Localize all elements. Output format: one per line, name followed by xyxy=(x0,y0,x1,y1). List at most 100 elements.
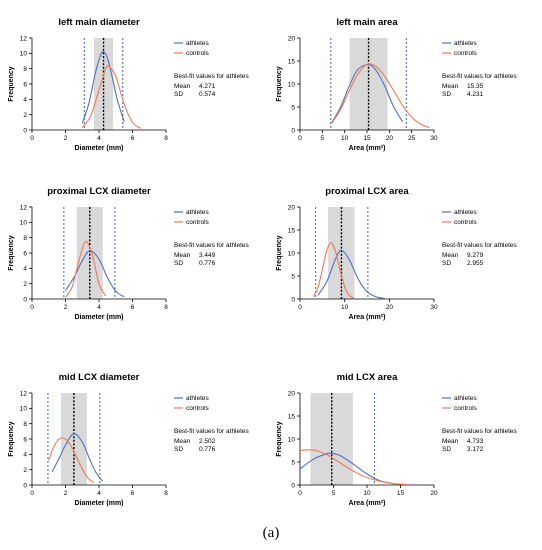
x-tick-label: 8 xyxy=(164,304,168,311)
y-tick-label: 2 xyxy=(23,281,27,288)
x-axis-title: Diameter (mm) xyxy=(74,145,123,152)
legend-label: controls xyxy=(186,405,210,412)
x-tick-label: 0 xyxy=(298,304,302,311)
series-line-athletes xyxy=(299,452,394,485)
y-tick-label: 0 xyxy=(291,127,295,134)
y-axis-title: Frequency xyxy=(276,66,283,102)
best-fit-value: 15.35 xyxy=(467,83,484,90)
x-tick-label: 30 xyxy=(430,304,438,311)
series-line-controls xyxy=(299,449,408,486)
best-fit-heading: Best-fit values for athletes xyxy=(174,73,250,80)
x-tick-label: 25 xyxy=(408,135,416,142)
y-tick-label: 20 xyxy=(288,204,296,211)
best-fit-heading: Best-fit values for athletes xyxy=(442,428,518,435)
series-line-athletes xyxy=(51,433,103,482)
x-axis-title: Area (mm²) xyxy=(349,500,386,507)
y-tick-label: 0 xyxy=(23,296,27,303)
series-line-athletes xyxy=(330,64,404,124)
y-tick-label: 4 xyxy=(23,97,27,104)
best-fit-label: SD xyxy=(442,260,451,267)
x-tick-label: 6 xyxy=(131,490,135,497)
legend-label: athletes xyxy=(454,40,478,47)
best-fit-label: Mean xyxy=(174,83,191,90)
y-tick-label: 8 xyxy=(23,66,27,73)
x-tick-label: 10 xyxy=(363,490,371,497)
best-fit-value: 3.172 xyxy=(467,446,484,453)
legend-label: athletes xyxy=(186,395,210,402)
x-axis-title: Diameter (mm) xyxy=(74,500,123,507)
legend-label: controls xyxy=(186,219,210,226)
legend-label: controls xyxy=(454,405,478,412)
y-tick-label: 10 xyxy=(20,51,28,58)
x-tick-label: 5 xyxy=(321,135,325,142)
y-tick-label: 5 xyxy=(291,459,295,466)
series-line-athletes xyxy=(81,51,125,124)
y-tick-label: 10 xyxy=(288,250,296,257)
best-fit-value: 2.955 xyxy=(467,260,484,267)
best-fit-value: 4.271 xyxy=(199,83,216,90)
x-tick-label: 8 xyxy=(164,135,168,142)
best-fit-value: 0.574 xyxy=(199,91,216,98)
y-tick-label: 5 xyxy=(291,104,295,111)
y-tick-label: 6 xyxy=(23,250,27,257)
y-tick-label: 15 xyxy=(288,227,296,234)
chart-panel-2: 0 5 10 15 20 0 5 10 15 20 25 30 left main area Area (… xyxy=(276,17,518,152)
x-tick-label: 0 xyxy=(30,135,34,142)
chart-title: proximal LCX diameter xyxy=(47,186,151,197)
y-tick-label: 2 xyxy=(23,112,27,119)
y-tick-label: 10 xyxy=(288,81,296,88)
best-fit-value: 0.776 xyxy=(199,446,216,453)
series-line-controls xyxy=(48,437,95,484)
x-tick-label: 8 xyxy=(164,490,168,497)
best-fit-value: 9.279 xyxy=(467,252,484,259)
y-tick-label: 6 xyxy=(23,81,27,88)
sd-band xyxy=(349,38,388,130)
x-tick-label: 10 xyxy=(341,304,349,311)
chart-panel-4: 0 5 10 15 20 0 10 20 30 proximal LCX area Area (mm… xyxy=(276,186,518,321)
best-fit-heading: Best-fit values for athletes xyxy=(442,242,518,249)
chart-title: mid LCX area xyxy=(337,372,398,383)
sd-band xyxy=(310,393,353,485)
series-line-controls xyxy=(330,63,430,129)
best-fit-value: 2.502 xyxy=(199,438,216,445)
y-tick-label: 4 xyxy=(23,452,27,459)
best-fit-label: Mean xyxy=(442,252,459,259)
chart-title: mid LCX diameter xyxy=(59,372,140,383)
y-tick-label: 20 xyxy=(288,35,296,42)
y-tick-label: 0 xyxy=(23,127,27,134)
chart-panel-6: 0 5 10 15 20 0 5 10 15 20 mid LCX area Area (mm²) Fr… xyxy=(276,372,518,507)
best-fit-label: Mean xyxy=(442,83,459,90)
x-tick-label: 10 xyxy=(341,135,349,142)
y-axis-title: Frequency xyxy=(276,235,283,271)
best-fit-label: SD xyxy=(442,446,451,453)
x-tick-label: 5 xyxy=(332,490,336,497)
chart-title: left main area xyxy=(336,17,398,28)
y-tick-label: 10 xyxy=(20,406,28,413)
y-tick-label: 20 xyxy=(288,390,296,397)
chart-panel-1: 0 2 4 6 8 10 12 0 2 4 6 8 left main diameter Diameter… xyxy=(8,17,250,152)
best-fit-value: 4.733 xyxy=(467,438,484,445)
y-tick-label: 10 xyxy=(20,220,28,227)
x-tick-label: 0 xyxy=(298,490,302,497)
legend-label: controls xyxy=(186,50,210,57)
y-tick-label: 0 xyxy=(23,482,27,489)
chart-title: proximal LCX area xyxy=(325,186,409,197)
best-fit-value: 3.449 xyxy=(199,252,216,259)
y-tick-label: 12 xyxy=(20,35,28,42)
y-tick-label: 2 xyxy=(23,467,27,474)
x-tick-label: 0 xyxy=(30,490,34,497)
x-tick-label: 2 xyxy=(64,490,68,497)
legend-label: controls xyxy=(454,50,478,57)
best-fit-value: 4.231 xyxy=(467,91,484,98)
x-tick-label: 6 xyxy=(131,135,135,142)
x-tick-label: 20 xyxy=(386,135,394,142)
x-tick-label: 6 xyxy=(131,304,135,311)
y-tick-label: 8 xyxy=(23,235,27,242)
best-fit-label: SD xyxy=(174,91,183,98)
y-axis-title: Frequency xyxy=(8,235,15,271)
legend-label: athletes xyxy=(186,209,210,216)
x-axis-title: Area (mm²) xyxy=(349,145,386,152)
y-tick-label: 0 xyxy=(291,482,295,489)
x-tick-label: 2 xyxy=(64,135,68,142)
